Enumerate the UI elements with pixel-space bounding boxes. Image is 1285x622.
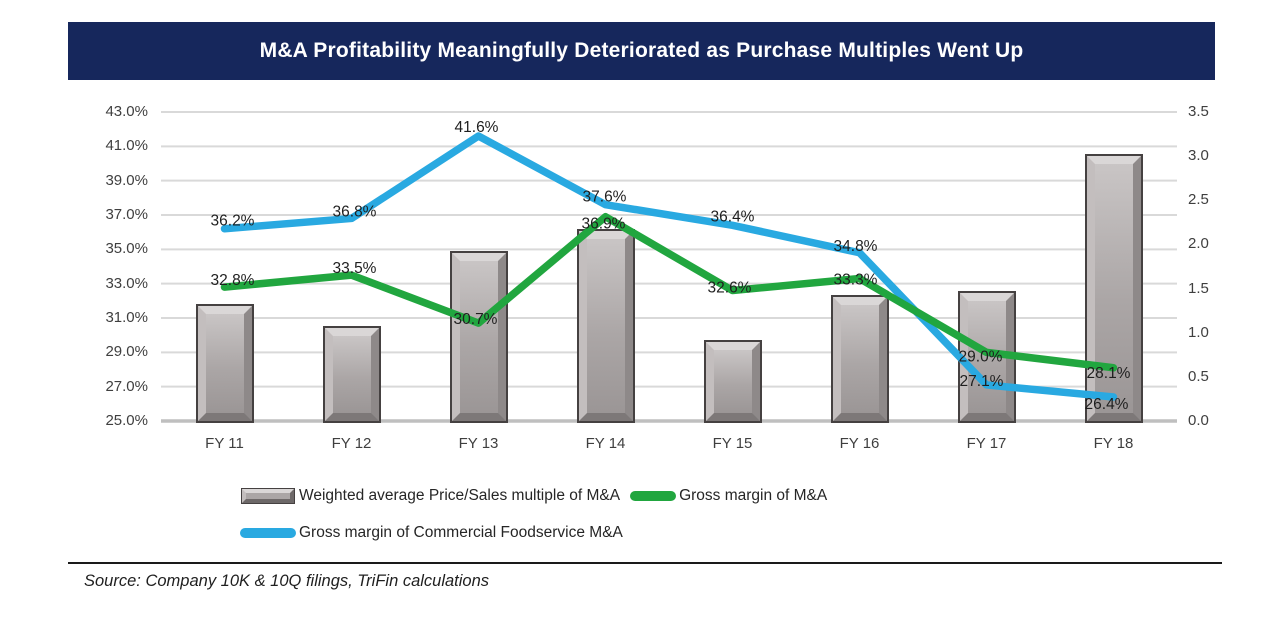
data-label: 33.5%	[333, 260, 377, 277]
left-axis-tick-label: 27.0%	[105, 377, 148, 395]
left-axis-tick-label: 35.0%	[105, 240, 148, 258]
data-label: 27.1%	[960, 373, 1004, 390]
right-axis-tick-label: 2.0	[1188, 235, 1209, 253]
right-axis-tick-label: 0.5	[1188, 367, 1209, 385]
data-label: 36.2%	[211, 213, 255, 230]
line-series-gross-margin-cfs	[220, 132, 1118, 401]
bar-fy-13	[451, 253, 506, 421]
legend-label-green-series: Gross margin of M&A	[679, 487, 828, 504]
data-label: 32.6%	[708, 280, 752, 297]
left-axis-tick-label: 41.0%	[105, 137, 148, 155]
category-label: FY 11	[205, 435, 244, 452]
data-label: 37.6%	[583, 189, 627, 206]
category-label: FY 12	[331, 435, 372, 452]
blue-line-swatch	[240, 528, 296, 538]
left-axis-tick-label: 43.0%	[105, 103, 148, 120]
category-label: FY 14	[585, 435, 626, 452]
legend-item-green-series: Gross margin of M&A	[630, 487, 827, 505]
left-axis-tick-label: 33.0%	[105, 274, 148, 292]
right-axis-tick-label: 1.5	[1188, 279, 1209, 297]
data-label: 28.1%	[1087, 365, 1131, 382]
data-label: 33.3%	[834, 272, 878, 289]
legend-item-blue-series: Gross margin of Commercial Foodservice M…	[240, 524, 623, 542]
legend-row-1: Weighted average Price/Sales multiple of…	[242, 487, 827, 505]
right-axis-tick-label: 3.5	[1188, 103, 1209, 120]
legend-label-bar-series: Weighted average Price/Sales multiple of…	[299, 487, 621, 504]
legend-label-blue-series: Gross margin of Commercial Foodservice M…	[299, 524, 623, 541]
chart-title-bar: M&A Profitability Meaningfully Deteriora…	[68, 22, 1215, 80]
category-label: FY 18	[1093, 435, 1134, 452]
bar-fy-14	[578, 231, 633, 421]
bar-fy-12	[324, 328, 379, 421]
chart-title: M&A Profitability Meaningfully Deteriora…	[259, 39, 1024, 62]
category-label: FY 15	[712, 435, 753, 452]
legend-item-bar-series: Weighted average Price/Sales multiple of…	[242, 487, 620, 505]
bar-series-swatch	[242, 489, 294, 503]
data-label: 29.0%	[959, 348, 1003, 365]
left-axis-tick-label: 29.0%	[105, 343, 148, 361]
right-axis-tick-label: 1.0	[1188, 323, 1209, 341]
source-citation: Source: Company 10K & 10Q filings, TriFi…	[84, 572, 490, 590]
bar-fy-18	[1086, 156, 1141, 421]
data-label: 36.4%	[711, 208, 755, 225]
category-label: FY 16	[839, 435, 880, 452]
data-label: 30.7%	[454, 311, 498, 328]
line-series-gross-margin-ma	[220, 212, 1118, 372]
data-label: 32.8%	[211, 272, 255, 289]
right-axis-tick-label: 2.5	[1188, 191, 1209, 209]
data-label: 36.9%	[582, 216, 626, 233]
data-label: 34.8%	[834, 238, 878, 255]
left-axis-tick-label: 31.0%	[105, 309, 148, 326]
category-label: FY 17	[966, 435, 1007, 452]
green-line-swatch	[630, 491, 677, 501]
bar-fy-16	[832, 297, 887, 421]
right-axis-tick-label: 0.0	[1188, 412, 1209, 429]
data-label: 41.6%	[455, 119, 499, 136]
bar-fy-15	[705, 341, 760, 421]
left-axis-tick-label: 37.0%	[105, 206, 148, 223]
bar-fy-11	[197, 306, 252, 421]
legend-row-2: Gross margin of Commercial Foodservice M…	[240, 524, 623, 542]
right-axis-tick-label: 3.0	[1188, 147, 1209, 165]
data-label: 36.8%	[333, 203, 377, 220]
left-axis-tick-label: 25.0%	[105, 412, 148, 429]
category-label: FY 13	[458, 435, 499, 452]
data-label: 26.4%	[1085, 396, 1129, 413]
left-axis-tick-label: 39.0%	[105, 171, 148, 189]
footer-separator-line	[68, 562, 1222, 564]
